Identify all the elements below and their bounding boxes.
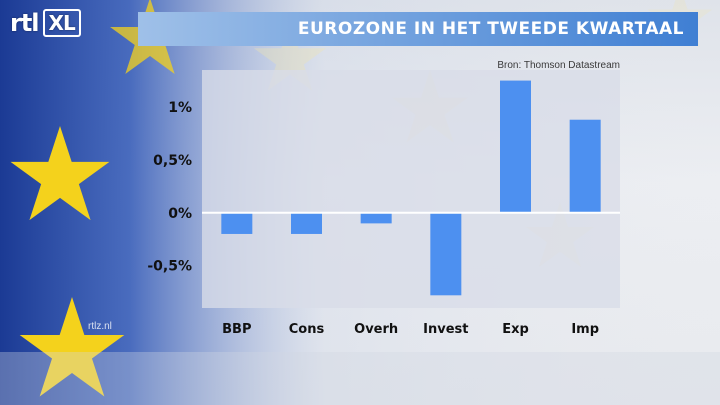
rtl-xl-logo: rtl XL (10, 6, 81, 40)
x-label-overh: Overh (354, 322, 398, 337)
x-label-imp: Imp (571, 322, 599, 337)
watermark: rtlz.nl (88, 321, 112, 332)
x-label-invest: Invest (423, 322, 468, 337)
x-label-bbp: BBP (222, 322, 251, 337)
y-tick-label: 1% (168, 100, 192, 116)
bar-bbp (221, 212, 253, 234)
title-bar: EUROZONE IN HET TWEEDE KWARTAAL (138, 12, 698, 46)
y-tick-label: 0,5% (153, 153, 192, 169)
y-tick-label: 0% (168, 206, 192, 222)
bar-invest (430, 212, 462, 296)
bar-overh (360, 212, 392, 224)
page-title: EUROZONE IN HET TWEEDE KWARTAAL (297, 19, 684, 39)
bars (221, 80, 601, 296)
x-label-exp: Exp (502, 322, 529, 337)
x-axis-labels: BBP Cons Overh Invest Exp Imp (222, 322, 599, 337)
x-label-cons: Cons (289, 322, 325, 337)
bottom-band (0, 352, 720, 405)
logo-badge: XL (42, 9, 81, 37)
bar-imp (569, 119, 601, 213)
bar-cons (291, 212, 322, 234)
y-tick-label: -0,5% (147, 259, 192, 275)
chart-panel (202, 70, 620, 308)
logo-text: rtl (10, 9, 40, 37)
y-axis-ticks: 1% 0,5% 0% -0,5% (147, 100, 192, 275)
bar-exp (500, 80, 531, 213)
source-label: Bron: Thomson Datastream (497, 60, 620, 71)
